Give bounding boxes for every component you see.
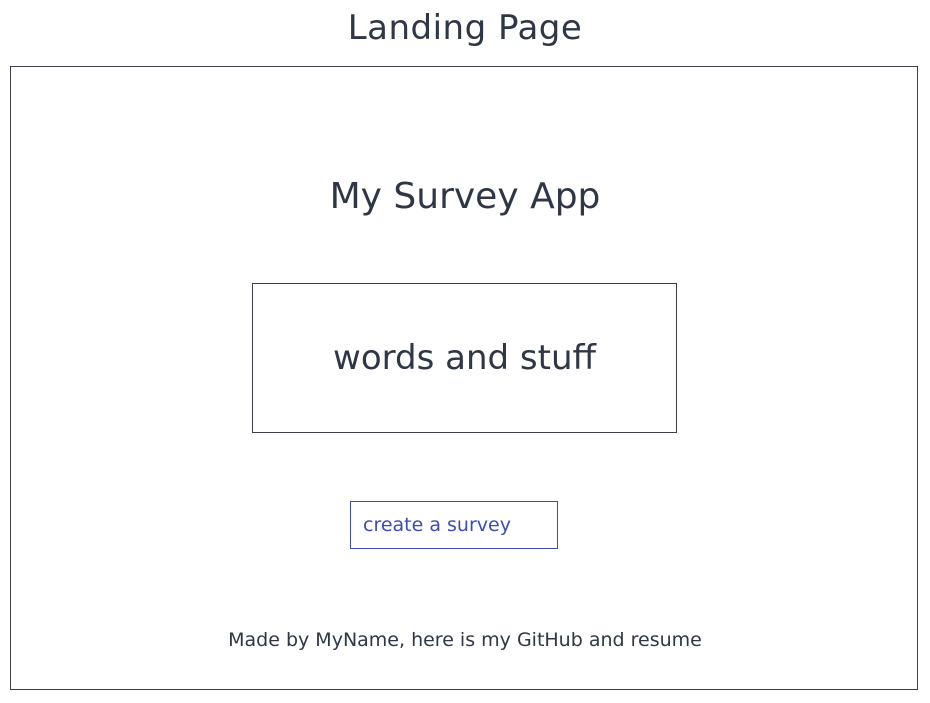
create-survey-button[interactable]: create a survey (350, 501, 558, 549)
app-title: My Survey App (329, 176, 601, 217)
hero-text: words and stuff (333, 338, 596, 378)
page-heading: Landing Page (347, 8, 583, 48)
footer-text: Made by MyName, here is my GitHub and re… (228, 629, 702, 651)
landing-page-frame (10, 66, 918, 690)
hero-box: words and stuff (252, 283, 677, 433)
